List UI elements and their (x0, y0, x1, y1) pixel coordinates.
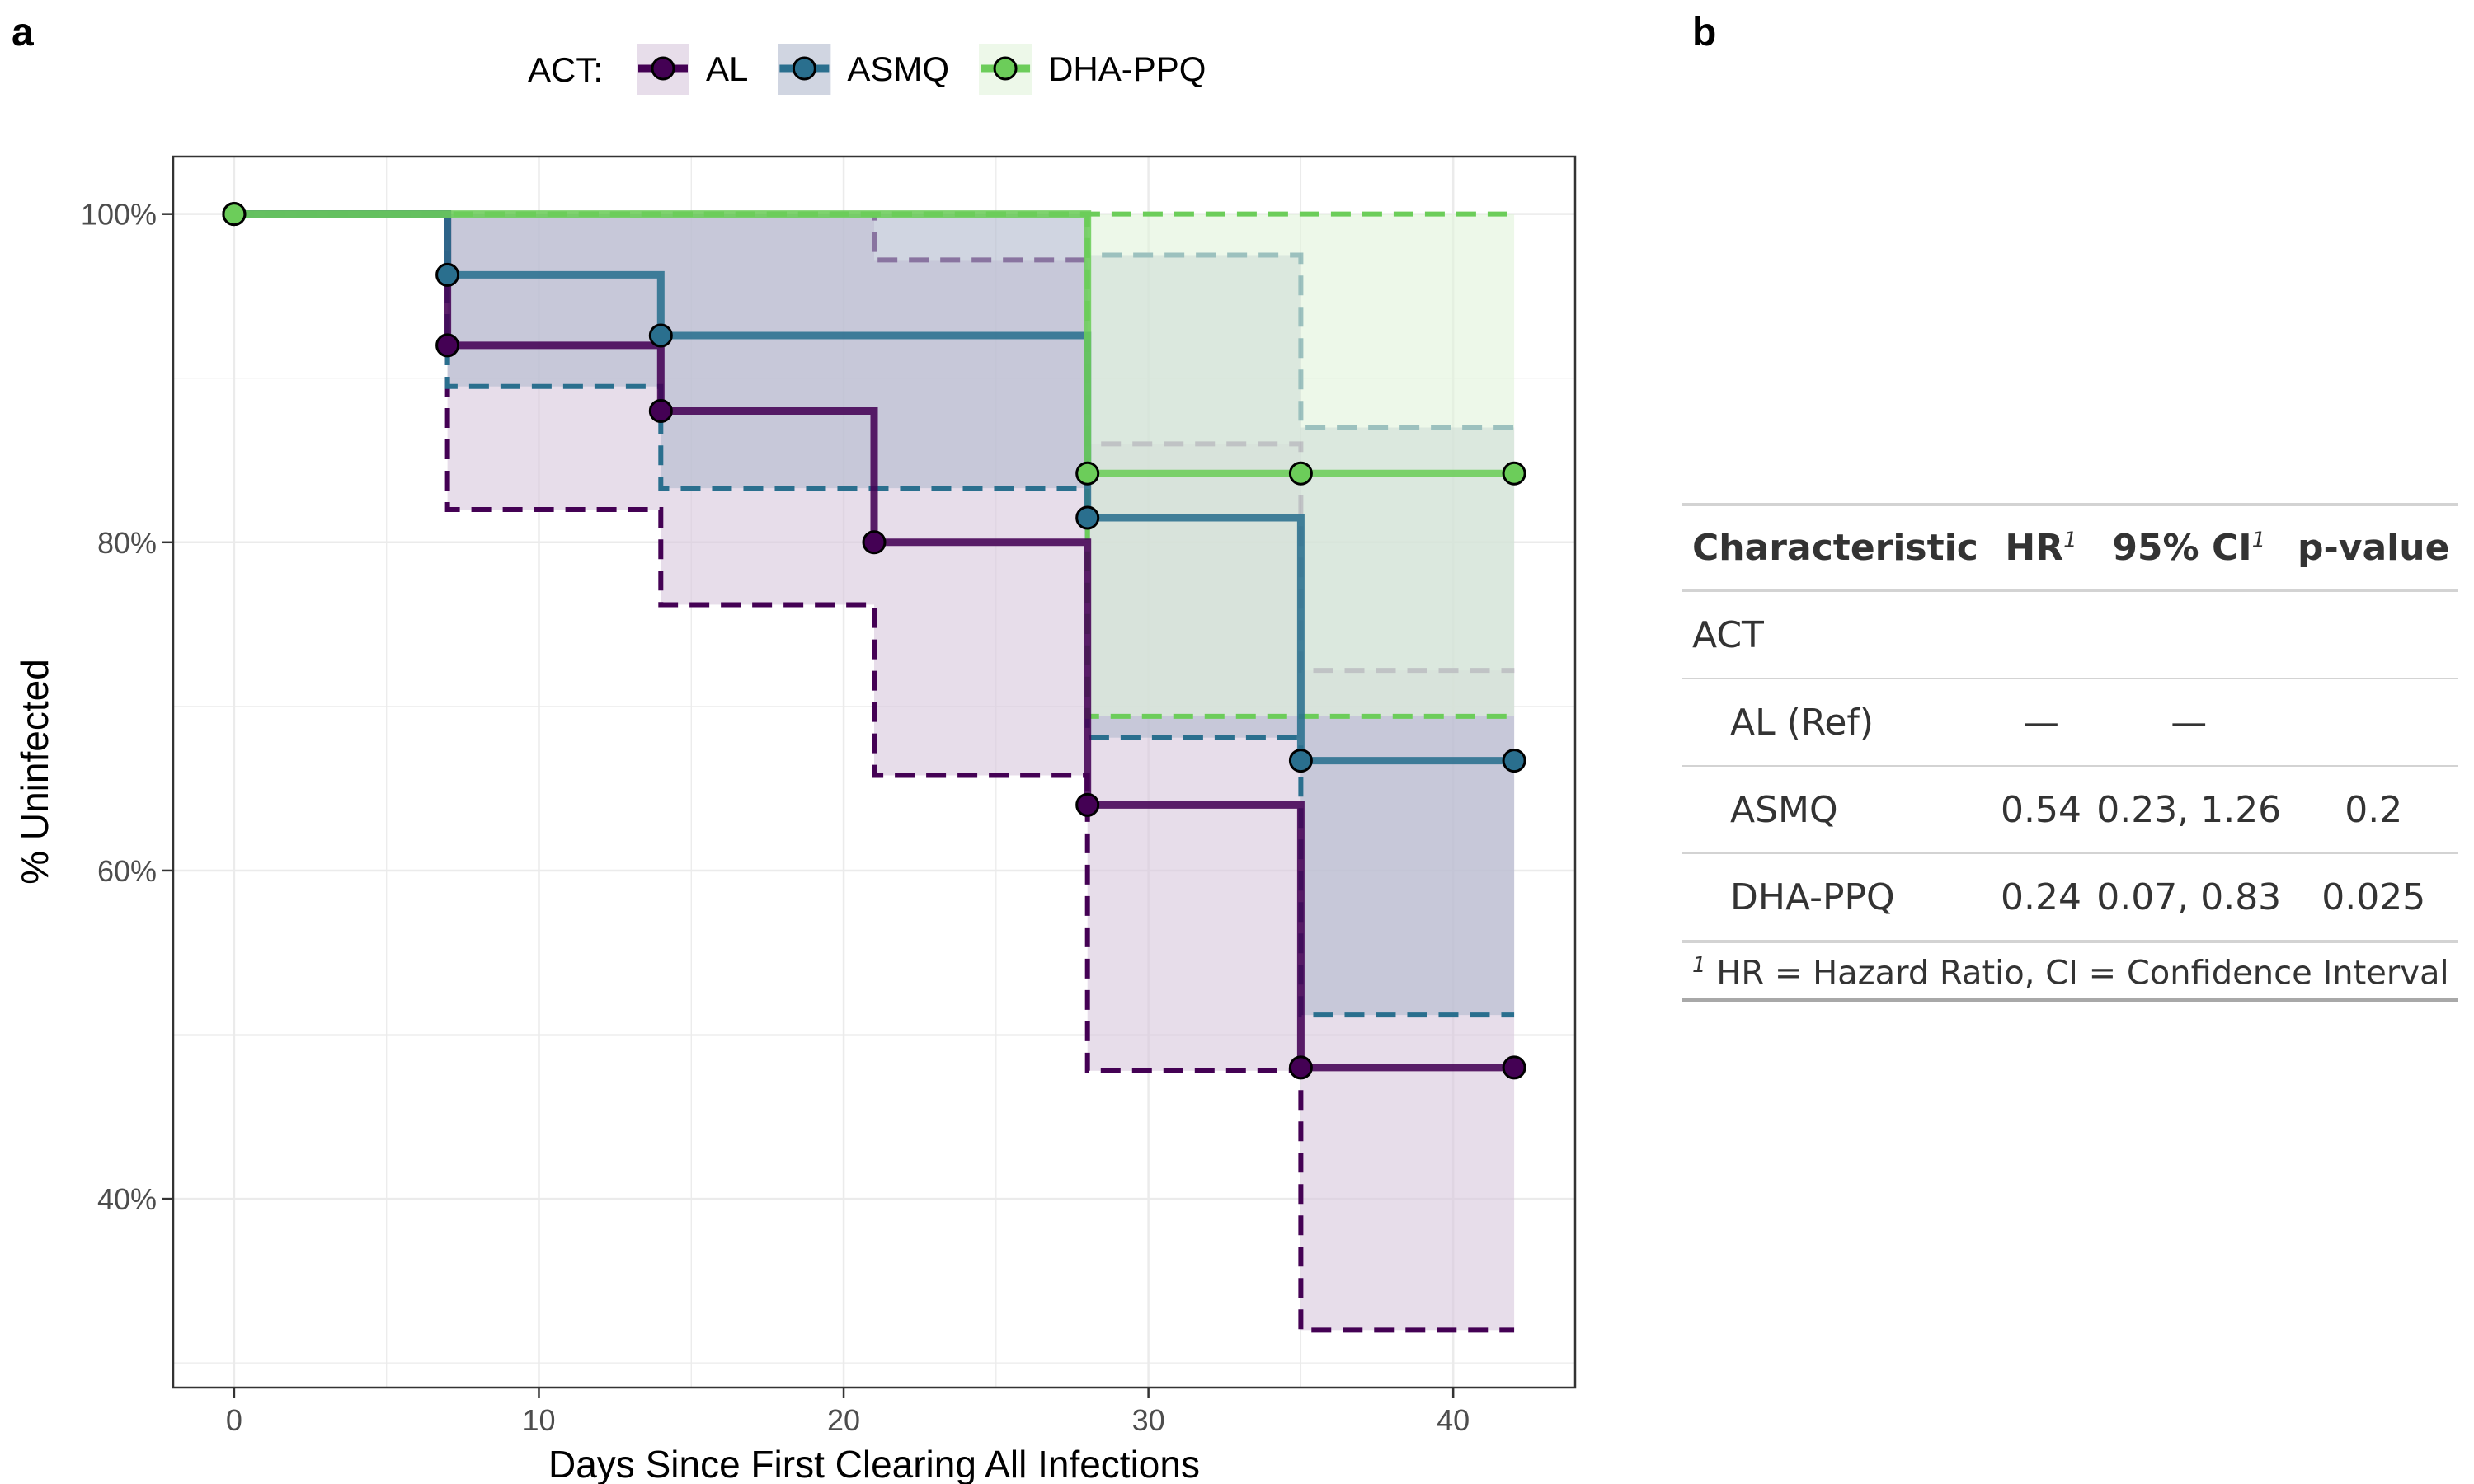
row-p: 0.025 (2289, 853, 2458, 943)
row-ci: 0.07, 0.83 (2088, 853, 2290, 943)
row-hr: — (1994, 679, 2088, 767)
event-point-AL (1075, 792, 1100, 817)
table-header-row: Characteristic HR1 95% CI1 p-value (1682, 505, 2458, 590)
legend-point (993, 56, 1018, 81)
x-tick-label: 40 (1437, 1403, 1470, 1437)
hazard-ratio-table: Characteristic HR1 95% CI1 p-value ACT A… (1682, 503, 2458, 1003)
legend-item-DHA-PPQ: DHA-PPQ (979, 44, 1206, 95)
group-label: ACT (1682, 590, 1995, 679)
event-point-AL (1502, 1055, 1526, 1080)
y-tick-label: 80% (97, 526, 157, 560)
y-tick-label: 60% (97, 854, 157, 888)
panel-b-label: b (1692, 11, 1717, 54)
survival-chart: ACT: AL ASMQ DHA-PPQ 0 10 20 30 40 40% 60% 80% 100%… (13, 44, 1577, 1484)
header-p-value: p-value (2298, 526, 2450, 569)
survival-line-ASMQ (233, 210, 1515, 765)
y-tick-label: 100% (81, 198, 157, 232)
legend-point (651, 56, 675, 81)
ci-band-DHA-PPQ (1300, 214, 1515, 716)
event-point-ASMQ (1288, 749, 1313, 773)
y-tick-label: 40% (97, 1182, 157, 1216)
event-point-AL (648, 399, 673, 424)
table-row: DHA-PPQ 0.24 0.07, 0.83 0.025 (1682, 853, 2458, 943)
header-ci: 95% CI1 (2112, 526, 2266, 569)
legend-point (792, 56, 816, 81)
event-point-ASMQ (1502, 749, 1526, 773)
table-row: AL (Ref) — — (1682, 679, 2458, 767)
row-ci: 0.23, 1.26 (2088, 766, 2290, 854)
x-tick-label: 20 (827, 1403, 860, 1437)
row-hr: 0.24 (1994, 853, 2088, 943)
row-p: 0.2 (2289, 766, 2458, 854)
row-p (2289, 679, 2458, 767)
event-point-ASMQ (648, 323, 673, 348)
table-row-group: ACT (1682, 590, 2458, 679)
ci-band-DHA-PPQ (1087, 214, 1301, 716)
event-point-DHA-PPQ (1075, 461, 1100, 486)
event-point-DHA-PPQ (1502, 461, 1526, 486)
header-hr: HR1 (2005, 526, 2077, 569)
x-axis-label: Days Since First Clearing All Infections (548, 1443, 1200, 1484)
y-axis-label: % Uninfected (13, 659, 56, 885)
table-footnote: 1 HR = Hazard Ratio, CI = Confidence Int… (1682, 943, 2458, 1003)
row-ci: — (2088, 679, 2290, 767)
event-point-AL (435, 333, 460, 358)
legend-item-AL: AL (637, 44, 748, 95)
legend: ACT: AL ASMQ DHA-PPQ (528, 44, 1206, 95)
legend-title: ACT: (528, 50, 603, 89)
table-row: ASMQ 0.54 0.23, 1.26 0.2 (1682, 766, 2458, 854)
header-characteristic: Characteristic (1692, 526, 1978, 569)
x-tick-label: 10 (522, 1403, 555, 1437)
axes: 0 10 20 30 40 40% 60% 80% 100% (81, 198, 1470, 1437)
ci-lower-AL (233, 211, 1515, 1333)
ci-band-ASMQ (447, 214, 661, 387)
event-point-AL (862, 530, 887, 555)
row-label: AL (Ref) (1682, 679, 1995, 767)
plot-border (172, 155, 1577, 1389)
row-label: DHA-PPQ (1682, 853, 1995, 943)
event-point-DHA-PPQ (222, 202, 247, 227)
row-label: ASMQ (1682, 766, 1995, 854)
x-tick-label: 0 (226, 1403, 242, 1437)
legend-label: ASMQ (847, 49, 949, 88)
legend-label: DHA-PPQ (1048, 49, 1206, 88)
event-point-DHA-PPQ (1288, 461, 1313, 486)
survival-line-AL (233, 210, 1515, 1072)
panel-a-label: a (12, 11, 34, 54)
x-tick-label: 30 (1132, 1403, 1165, 1437)
event-point-AL (1288, 1055, 1313, 1080)
legend-label: AL (706, 49, 748, 88)
event-point-ASMQ (1075, 505, 1100, 530)
event-point-ASMQ (435, 262, 460, 287)
legend-item-ASMQ: ASMQ (778, 44, 949, 95)
event-points (222, 202, 1526, 1080)
row-hr: 0.54 (1994, 766, 2088, 854)
